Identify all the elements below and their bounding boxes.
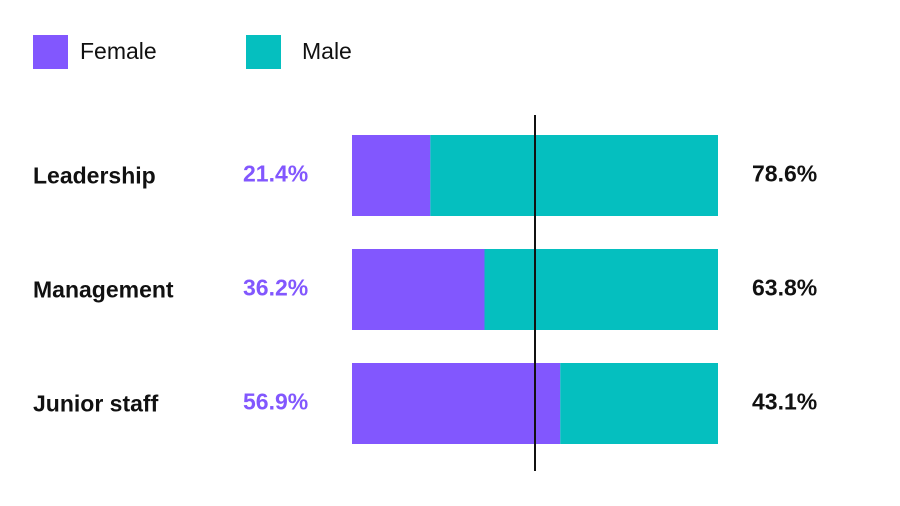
female-value-label: 21.4% [243, 161, 308, 187]
category-label: Leadership [33, 163, 156, 189]
bar-segment [352, 249, 485, 330]
category-label: Management [33, 277, 174, 303]
male-value-label: 43.1% [752, 389, 817, 415]
legend-swatch [246, 35, 281, 69]
bar-segment [430, 135, 718, 216]
legend-label: Male [302, 38, 352, 64]
bar-segment [560, 363, 718, 444]
female-value-label: 56.9% [243, 389, 308, 415]
legend-label: Female [80, 38, 157, 64]
male-value-label: 78.6% [752, 161, 817, 187]
category-label: Junior staff [33, 391, 159, 417]
male-value-label: 63.8% [752, 275, 817, 301]
bar-segment [352, 135, 431, 216]
bar-segment [352, 363, 561, 444]
legend-swatch [33, 35, 68, 69]
female-value-label: 36.2% [243, 275, 308, 301]
bar-segment [484, 249, 718, 330]
